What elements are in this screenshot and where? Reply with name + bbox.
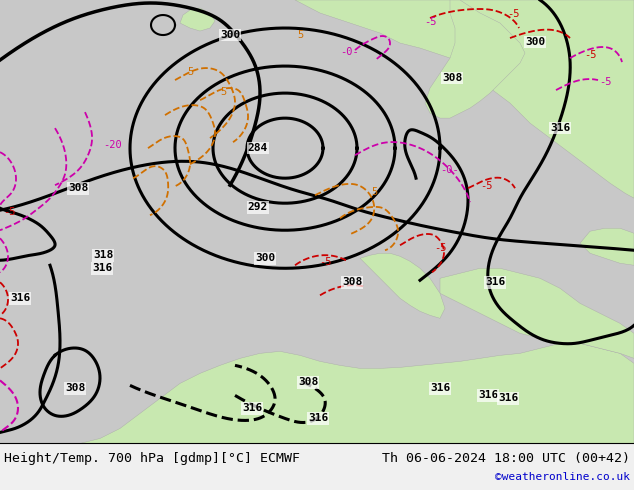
Text: -5: -5 xyxy=(598,77,611,87)
Text: 284: 284 xyxy=(248,143,268,153)
Polygon shape xyxy=(180,8,215,31)
Text: 300: 300 xyxy=(525,37,545,47)
Text: 316: 316 xyxy=(92,263,112,273)
Text: Th 06-06-2024 18:00 UTC (00+42): Th 06-06-2024 18:00 UTC (00+42) xyxy=(382,452,630,466)
Text: -20: -20 xyxy=(103,140,122,150)
Text: -5: -5 xyxy=(434,243,446,253)
Text: -5: -5 xyxy=(319,257,331,267)
Text: ©weatheronline.co.uk: ©weatheronline.co.uk xyxy=(495,472,630,482)
Text: 5: 5 xyxy=(187,67,193,77)
Polygon shape xyxy=(360,253,445,318)
Text: -0-: -0- xyxy=(340,47,359,57)
Text: 5: 5 xyxy=(297,30,303,40)
Polygon shape xyxy=(0,343,634,443)
Text: 316: 316 xyxy=(10,294,30,303)
Polygon shape xyxy=(580,228,634,265)
Text: 308: 308 xyxy=(342,277,362,287)
Polygon shape xyxy=(0,0,634,443)
Text: 292: 292 xyxy=(248,202,268,212)
Text: -5: -5 xyxy=(584,50,596,60)
Text: 308: 308 xyxy=(65,383,85,393)
Text: 300: 300 xyxy=(220,30,240,40)
Text: 318: 318 xyxy=(93,250,113,260)
Text: 308: 308 xyxy=(298,377,318,388)
Polygon shape xyxy=(425,0,525,118)
Text: 316: 316 xyxy=(478,391,498,400)
Text: 316: 316 xyxy=(308,414,328,423)
Text: -0-: -0- xyxy=(441,165,460,175)
Text: -5: -5 xyxy=(480,181,492,191)
Text: 316: 316 xyxy=(550,123,570,133)
Text: 5: 5 xyxy=(371,187,377,197)
Text: 308: 308 xyxy=(68,183,88,193)
Polygon shape xyxy=(295,0,634,198)
Text: 308: 308 xyxy=(442,73,462,83)
Text: 300: 300 xyxy=(255,253,275,263)
Text: -5: -5 xyxy=(3,207,15,217)
Text: 316: 316 xyxy=(485,277,505,287)
Text: 316: 316 xyxy=(242,403,262,414)
Text: 5: 5 xyxy=(220,87,226,97)
Text: -5: -5 xyxy=(507,9,519,19)
Text: Height/Temp. 700 hPa [gdmp][°C] ECMWF: Height/Temp. 700 hPa [gdmp][°C] ECMWF xyxy=(4,452,300,466)
Text: 316: 316 xyxy=(498,393,518,403)
Text: -5: -5 xyxy=(424,17,436,27)
Text: 316: 316 xyxy=(430,383,450,393)
Polygon shape xyxy=(440,268,634,358)
